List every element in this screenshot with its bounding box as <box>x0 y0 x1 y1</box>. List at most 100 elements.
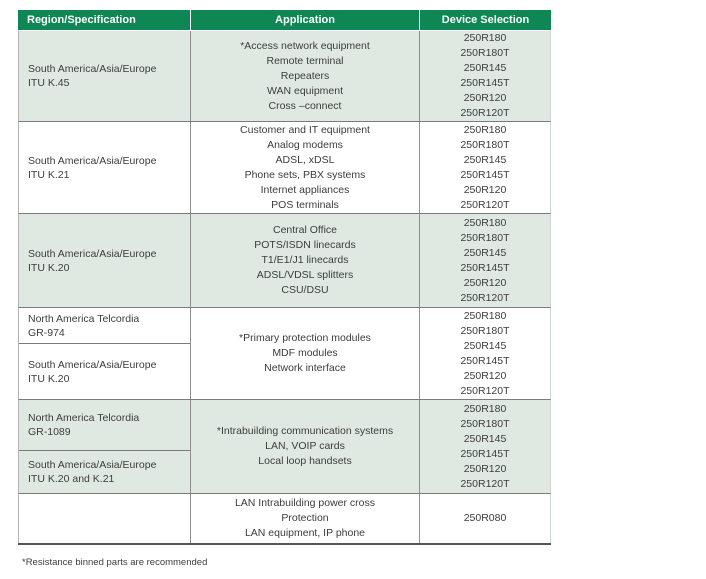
device-line: 250R180T <box>460 417 510 430</box>
device-line: 250R120 <box>463 92 507 104</box>
region-cell: South America/Asia/Europe ITU K.21 <box>19 122 190 213</box>
device-line: 250R145 <box>463 339 507 352</box>
application-line: Remote terminal <box>266 54 344 67</box>
application-cell: LAN Intrabuilding power cross Protection… <box>190 494 419 543</box>
device-line: 250R180 <box>463 216 507 229</box>
device-line: 250R145T <box>460 77 510 89</box>
device-line: 250R180T <box>460 47 510 59</box>
device-line: 250R145 <box>463 153 507 166</box>
table-row: South America/Asia/Europe ITU K.21 Custo… <box>18 121 551 213</box>
application-line: *Access network equipment <box>240 39 370 52</box>
application-line: Customer and IT equipment <box>240 123 370 136</box>
application-line: Cross –connect <box>268 99 342 112</box>
application-line: MDF modules <box>272 347 338 359</box>
device-cell: 250R180 250R180T 250R145 250R145T 250R12… <box>419 400 550 493</box>
application-line: T1/E1/J1 linecards <box>261 254 349 266</box>
region-cell: North America Telcordia GR-974 South Ame… <box>19 308 190 399</box>
region-cell-empty <box>19 494 190 543</box>
application-line: POTS/ISDN linecards <box>254 239 356 251</box>
region-line: ITU K.45 <box>28 77 70 89</box>
device-cell: 250R180 250R180T 250R145 250R145T 250R12… <box>419 214 550 307</box>
table-header-row: Region/Specification Application Device … <box>18 10 551 30</box>
region-subcell: South America/Asia/Europe ITU K.20 <box>19 343 190 399</box>
device-cell: 250R180 250R180T 250R145 250R145T 250R12… <box>419 308 550 399</box>
device-line: 250R145 <box>463 62 507 74</box>
application-cell: Central Office POTS/ISDN linecards T1/E1… <box>190 214 419 307</box>
device-cell: 250R180 250R180T 250R145 250R145T 250R12… <box>419 31 550 121</box>
column-header-region: Region/Specification <box>27 14 136 26</box>
region-line: South America/Asia/Europe <box>28 459 157 471</box>
device-line: 250R145T <box>460 447 510 460</box>
device-line: 250R120T <box>460 384 510 397</box>
device-line: 250R145 <box>463 246 507 259</box>
application-line: ADSL/VDSL splitters <box>256 269 354 281</box>
region-line: ITU K.20 <box>28 261 70 274</box>
device-line: 250R120 <box>463 462 507 475</box>
region-line: South America/Asia/Europe <box>28 247 157 260</box>
application-line: Network interface <box>264 362 346 374</box>
application-line: CSU/DSU <box>281 284 329 296</box>
region-cell: South America/Asia/Europe ITU K.45 <box>19 31 190 121</box>
device-cell: 250R180 250R180T 250R145 250R145T 250R12… <box>419 122 550 213</box>
device-line: 250R180 <box>463 309 507 322</box>
application-cell: *Access network equipment Remote termina… <box>190 31 419 121</box>
region-subcell: North America Telcordia GR-1089 <box>19 400 190 450</box>
device-line: 250R120T <box>460 477 510 490</box>
region-line: ITU K.20 and K.21 <box>28 473 115 485</box>
device-line: 250R120 <box>463 276 507 289</box>
device-line: 250R080 <box>463 512 507 524</box>
table-row: North America Telcordia GR-1089 South Am… <box>18 399 551 493</box>
device-line: 250R180T <box>460 324 510 337</box>
application-cell: Customer and IT equipment Analog modems … <box>190 122 419 213</box>
region-line: ITU K.21 <box>28 168 70 181</box>
region-line: North America Telcordia <box>28 412 140 424</box>
region-line: GR-1089 <box>28 426 71 438</box>
device-line: 250R145T <box>460 354 510 367</box>
device-line: 250R180T <box>460 231 510 244</box>
device-line: 250R180 <box>463 123 507 136</box>
application-line: *Primary protection modules <box>239 332 371 344</box>
application-cell: *Intrabuilding communication systems LAN… <box>190 400 419 493</box>
device-line: 250R180 <box>463 32 507 44</box>
application-line: Repeaters <box>280 69 330 82</box>
column-header-application: Application <box>190 10 419 30</box>
application-line: Phone sets, PBX systems <box>244 168 366 181</box>
application-line: LAN equipment, IP phone <box>244 527 366 539</box>
table-row: South America/Asia/Europe ITU K.20 Centr… <box>18 213 551 307</box>
table-bottom-rule <box>18 543 551 545</box>
region-line: ITU K.20 <box>28 372 70 385</box>
table-row: South America/Asia/Europe ITU K.45 *Acce… <box>18 30 551 121</box>
application-line: LAN Intrabuilding power cross <box>234 497 376 509</box>
region-line: GR-974 <box>28 326 65 339</box>
application-line: *Intrabuilding communication systems <box>216 425 394 437</box>
region-line: South America/Asia/Europe <box>28 63 157 75</box>
device-cell: 250R080 <box>419 494 550 543</box>
application-line: LAN, VOIP cards <box>265 440 345 452</box>
region-subcell: North America Telcordia GR-974 <box>19 308 190 343</box>
application-line: ADSL, xDSL <box>275 153 335 166</box>
device-line: 250R180T <box>460 138 510 151</box>
table-row: North America Telcordia GR-974 South Ame… <box>18 307 551 399</box>
column-header-device-selection: Device Selection <box>419 10 551 30</box>
region-line: South America/Asia/Europe <box>28 154 157 167</box>
application-line: POS terminals <box>271 198 339 211</box>
device-line: 250R145T <box>460 168 510 181</box>
device-line: 250R120 <box>463 183 507 196</box>
region-cell: South America/Asia/Europe ITU K.20 <box>19 214 190 307</box>
application-line: Internet appliances <box>260 183 350 196</box>
device-line: 250R145 <box>463 432 507 445</box>
table-row: LAN Intrabuilding power cross Protection… <box>18 493 551 543</box>
region-subcell: South America/Asia/Europe ITU K.20 and K… <box>19 450 190 493</box>
application-line: Local loop handsets <box>258 455 352 467</box>
footnote: *Resistance binned parts are recommended <box>22 557 208 568</box>
device-line: 250R145T <box>460 261 510 274</box>
device-selection-table: Region/Specification Application Device … <box>18 10 551 545</box>
application-cell: *Primary protection modules MDF modules … <box>190 308 419 399</box>
region-line: South America/Asia/Europe <box>28 358 157 371</box>
application-line: WAN equipment <box>266 84 344 97</box>
device-line: 250R120T <box>460 107 510 119</box>
region-cell: North America Telcordia GR-1089 South Am… <box>19 400 190 493</box>
device-line: 250R120 <box>463 369 507 382</box>
application-line: Central Office <box>273 224 337 236</box>
